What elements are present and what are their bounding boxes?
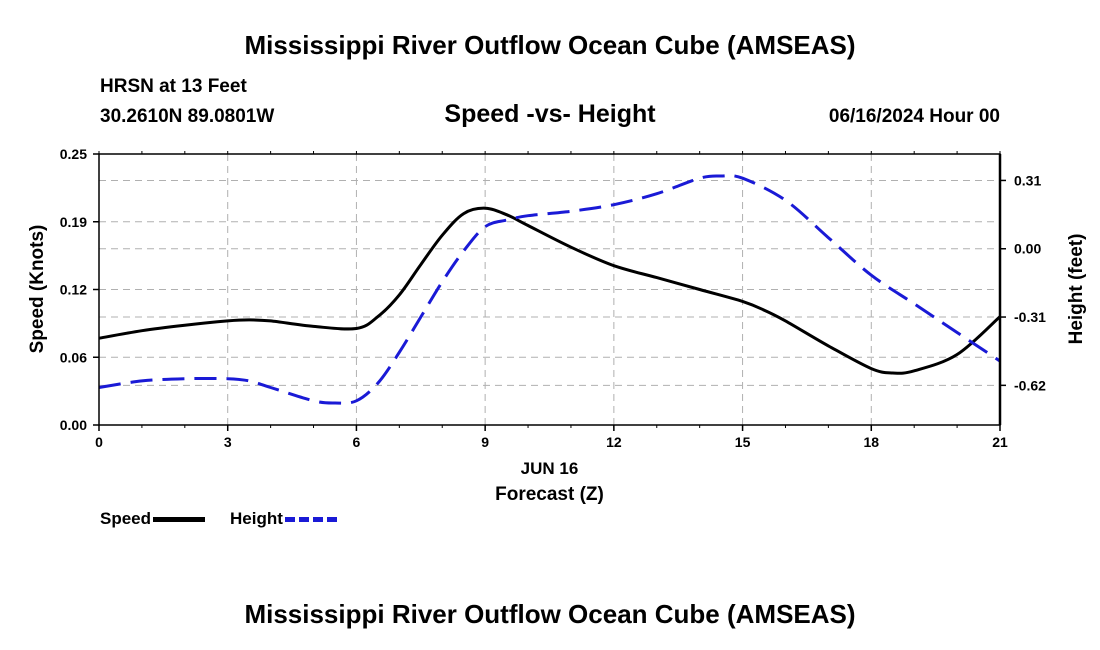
y-right-tick-label: 0.00 — [1014, 241, 1041, 257]
x-axis-date-label: JUN 16 — [521, 459, 579, 478]
x-tick-label: 9 — [481, 434, 489, 450]
legend-speed-label: Speed — [100, 509, 152, 528]
chart-subtitle: Speed -vs- Height — [444, 100, 656, 128]
x-tick-label: 6 — [353, 434, 361, 450]
x-tick-label: 15 — [735, 434, 751, 450]
footer-title: Mississippi River Outflow Ocean Cube (AM… — [244, 599, 856, 629]
x-axis-label: Forecast (Z) — [495, 484, 604, 505]
y-left-tick-label: 0.06 — [60, 349, 87, 365]
legend-height-label: Height — [230, 509, 283, 528]
y-axis-left-label: Speed (Knots) — [27, 225, 48, 354]
y-left-tick-label: 0.00 — [60, 417, 87, 433]
station-label: HRSN at 13 Feet — [100, 76, 247, 97]
x-tick-label: 0 — [95, 434, 103, 450]
x-tick-label: 3 — [224, 434, 232, 450]
y-right-tick-label: 0.31 — [1014, 172, 1041, 188]
y-right-tick-label: -0.31 — [1014, 309, 1046, 325]
legend-height-swatch — [284, 516, 337, 522]
y-left-tick-label: 0.12 — [60, 282, 87, 298]
chart-title: Mississippi River Outflow Ocean Cube (AM… — [244, 30, 856, 60]
legend-height: Height — [230, 509, 337, 529]
x-tick-label: 21 — [992, 434, 1008, 450]
y-left-tick-label: 0.25 — [60, 146, 87, 162]
coordinates-label: 30.2610N 89.0801W — [100, 106, 275, 127]
height-series-line — [98, 174, 1001, 405]
x-tick-label: 18 — [863, 434, 879, 450]
y-left-tick-label: 0.19 — [60, 214, 87, 230]
legend-speed-swatch — [153, 516, 206, 522]
forecast-datetime: 06/16/2024 Hour 00 — [828, 106, 1000, 127]
legend-speed: Speed — [100, 509, 206, 529]
x-tick-label: 12 — [606, 434, 622, 450]
speed-series-line — [98, 206, 1001, 375]
y-right-tick-label: -0.62 — [1014, 377, 1046, 393]
y-axis-right-label: Height (feet) — [1066, 234, 1087, 345]
